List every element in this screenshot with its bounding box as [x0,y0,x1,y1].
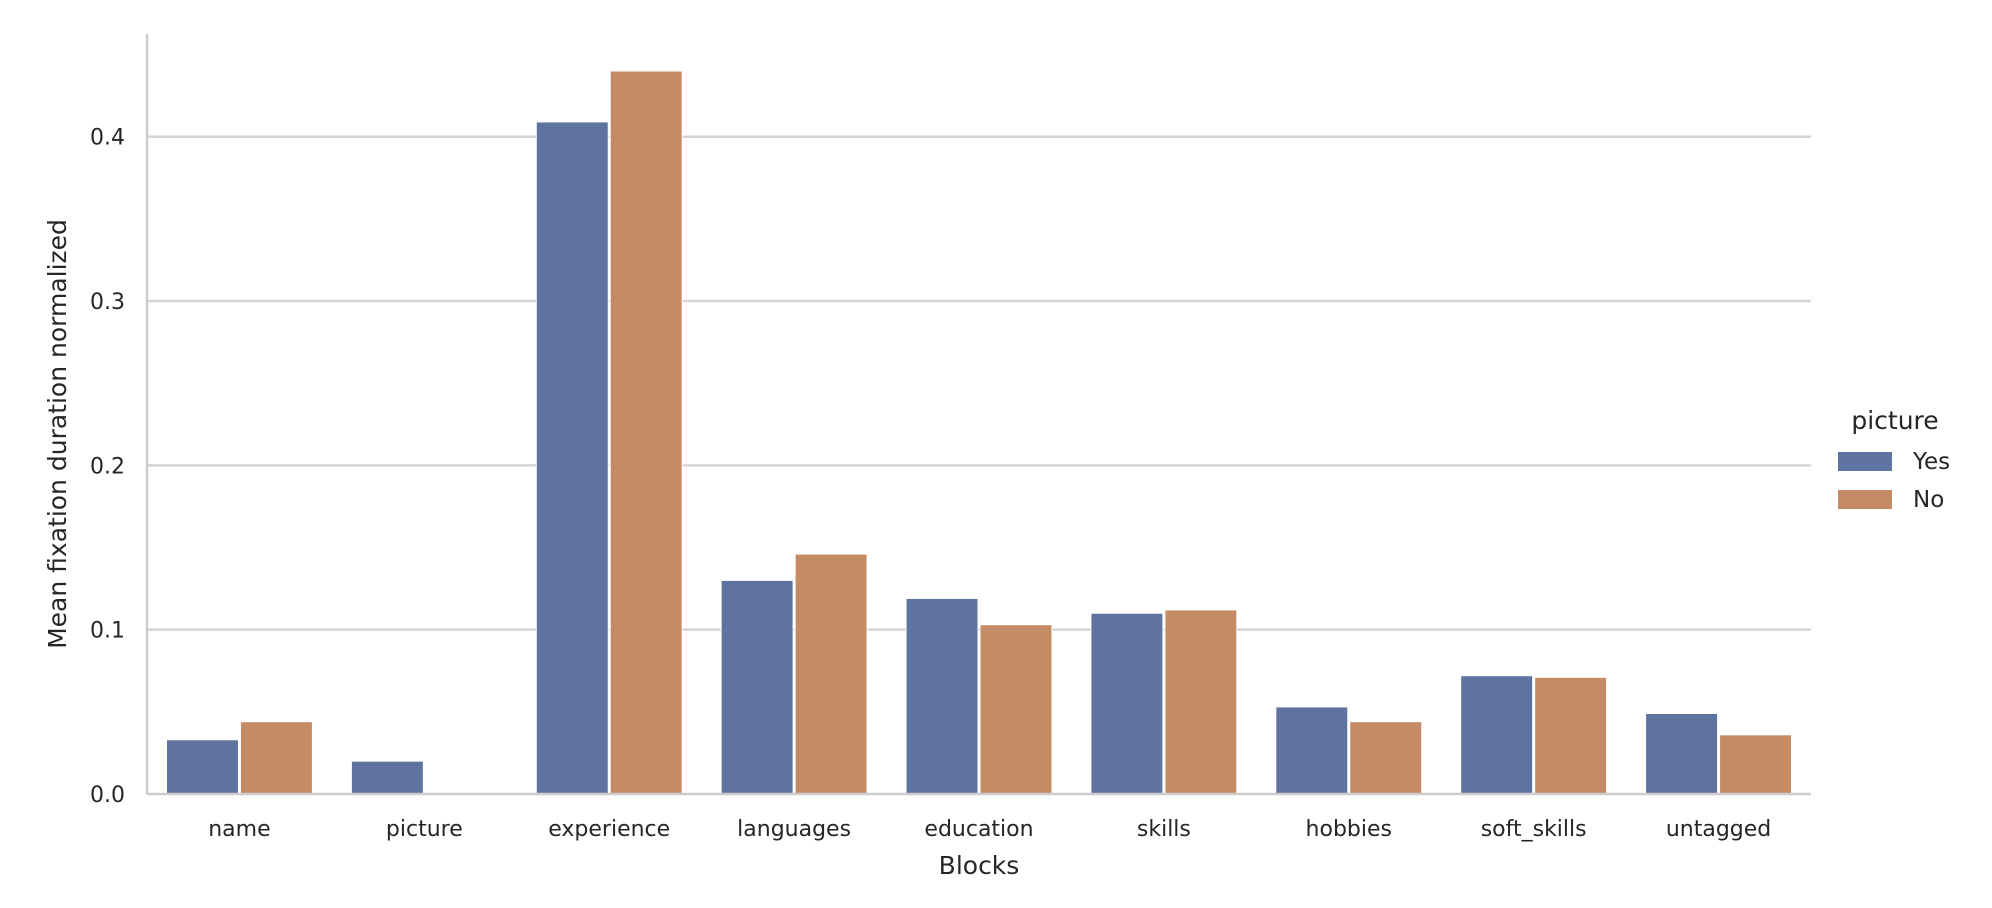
x-tick-labels: name picture experience languages education s… [208,817,1771,842]
y-tick-label: 0.2 [90,454,125,479]
bar-experience-yes [535,121,609,795]
bar-hobbies-no [1349,721,1423,795]
x-axis-label: Blocks [939,851,1020,880]
bar-hobbies-yes [1275,706,1349,795]
x-tick-label: picture [386,817,463,842]
legend-title: picture [1851,406,1938,435]
axes [145,34,1811,796]
x-tick-label: experience [548,817,670,842]
y-axis-label: Mean fixation duration normalized [43,219,72,649]
x-tick-label: skills [1137,817,1191,842]
bar-languages-yes [720,579,794,795]
bars [165,70,1793,795]
bar-name-no [239,721,313,795]
x-tick-label: untagged [1666,817,1771,842]
x-tick-label: education [924,817,1033,842]
legend-label-yes: Yes [1912,449,1950,475]
legend-swatch-yes [1838,452,1892,471]
y-tick-label: 0.3 [90,290,125,315]
x-tick-label: soft_skills [1481,817,1587,842]
x-tick-label: name [208,817,270,842]
bar-untagged-yes [1645,712,1719,795]
bar-skills-no [1164,609,1238,795]
bar-soft_skills-yes [1460,675,1534,795]
legend-label-no: No [1913,487,1944,513]
bar-education-no [979,624,1053,795]
bar-languages-no [794,553,868,795]
bar-skills-yes [1090,612,1164,795]
y-tick-label: 0.1 [90,619,125,644]
legend-swatch-no [1838,490,1892,509]
legend: picture Yes No [1838,406,1950,513]
bar-untagged-no [1719,734,1793,795]
bar-education-yes [905,597,979,795]
y-gridlines [147,135,1811,631]
x-tick-label: languages [737,817,851,842]
x-tick-label: hobbies [1306,817,1392,842]
bar-soft_skills-no [1534,676,1608,795]
y-tick-label: 0.4 [90,126,125,151]
bar-experience-no [609,70,683,795]
y-tick-label: 0.0 [90,783,125,808]
bar-picture-yes [350,760,424,795]
y-tick-labels: 0.0 0.1 0.2 0.3 0.4 [90,126,125,808]
bar-name-yes [165,739,239,795]
